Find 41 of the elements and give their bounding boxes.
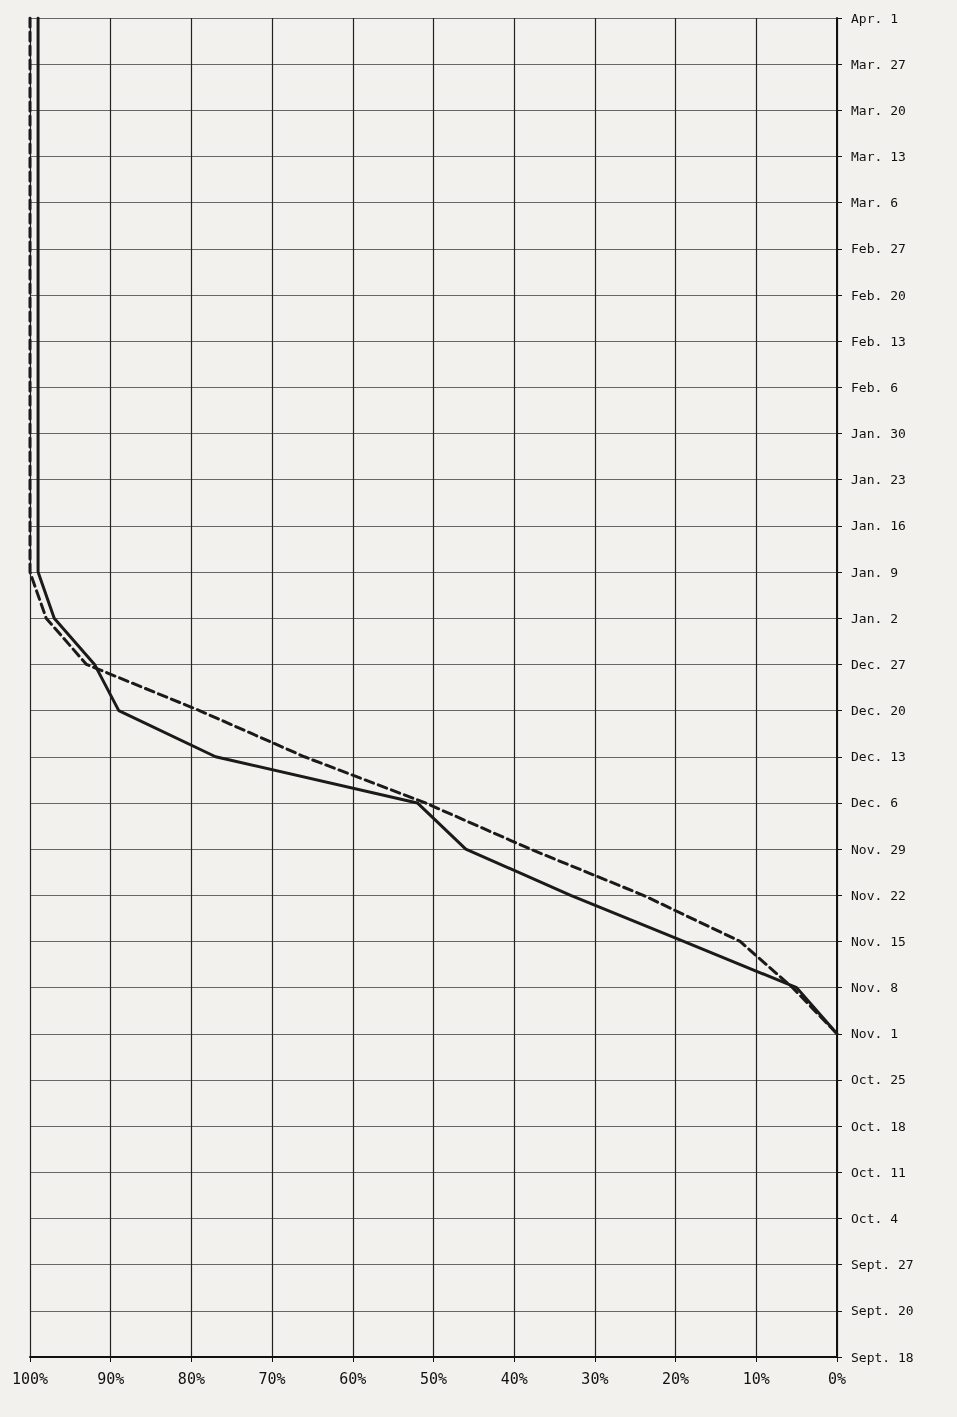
y-tick-label: Feb. 20	[851, 287, 906, 303]
y-tick-label: Oct. 25	[851, 1072, 906, 1088]
y-tick-label: Feb. 13	[851, 333, 906, 349]
y-tick-label: Mar. 6	[851, 195, 898, 211]
y-tick-label: Nov. 15	[851, 933, 906, 949]
y-tick-label: Dec. 20	[851, 703, 906, 719]
y-tick-label: Dec. 6	[851, 795, 898, 811]
y-tick-label: Sept. 18	[851, 1349, 914, 1365]
y-tick-label: Oct. 11	[851, 1164, 906, 1180]
x-tick-label: 70%	[258, 1369, 286, 1388]
x-tick-label: 100%	[11, 1369, 49, 1388]
y-tick-label: Feb. 27	[851, 241, 906, 257]
y-tick-label: Jan. 16	[851, 518, 906, 534]
y-tick-label: Dec. 13	[851, 749, 906, 765]
y-tick-label: Oct. 4	[851, 1210, 899, 1226]
x-tick-label: 0%	[827, 1369, 847, 1388]
x-tick-label: 40%	[500, 1369, 528, 1388]
x-tick-label: 90%	[97, 1369, 125, 1388]
y-tick-label: Apr. 1	[851, 10, 898, 26]
y-tick-label: Jan. 2	[851, 610, 898, 626]
y-tick-label: Jan. 9	[851, 564, 898, 580]
x-tick-label: 60%	[339, 1369, 367, 1388]
x-tick-label: 10%	[742, 1369, 770, 1388]
y-tick-label: Oct. 18	[851, 1118, 906, 1134]
y-tick-label: Mar. 27	[851, 56, 906, 72]
y-tick-label: Sept. 27	[851, 1257, 914, 1273]
y-tick-label: Nov. 29	[851, 841, 906, 857]
y-tick-label: Nov. 8	[851, 980, 898, 996]
y-tick-label: Mar. 13	[851, 149, 906, 165]
y-tick-label: Feb. 6	[851, 379, 898, 395]
x-tick-label: 50%	[419, 1369, 448, 1388]
y-tick-label: Jan. 23	[851, 472, 906, 488]
x-tick-label: 30%	[581, 1369, 609, 1388]
y-tick-label: Dec. 27	[851, 656, 906, 672]
y-tick-label: Sept. 20	[851, 1303, 914, 1319]
y-tick-label: Jan. 30	[851, 426, 906, 442]
y-tick-label: Nov. 1	[851, 1026, 898, 1042]
y-tick-label: Nov. 22	[851, 887, 906, 903]
x-tick-label: 80%	[177, 1369, 205, 1388]
x-tick-label: 20%	[662, 1369, 690, 1388]
y-tick-label: Mar. 20	[851, 102, 906, 118]
